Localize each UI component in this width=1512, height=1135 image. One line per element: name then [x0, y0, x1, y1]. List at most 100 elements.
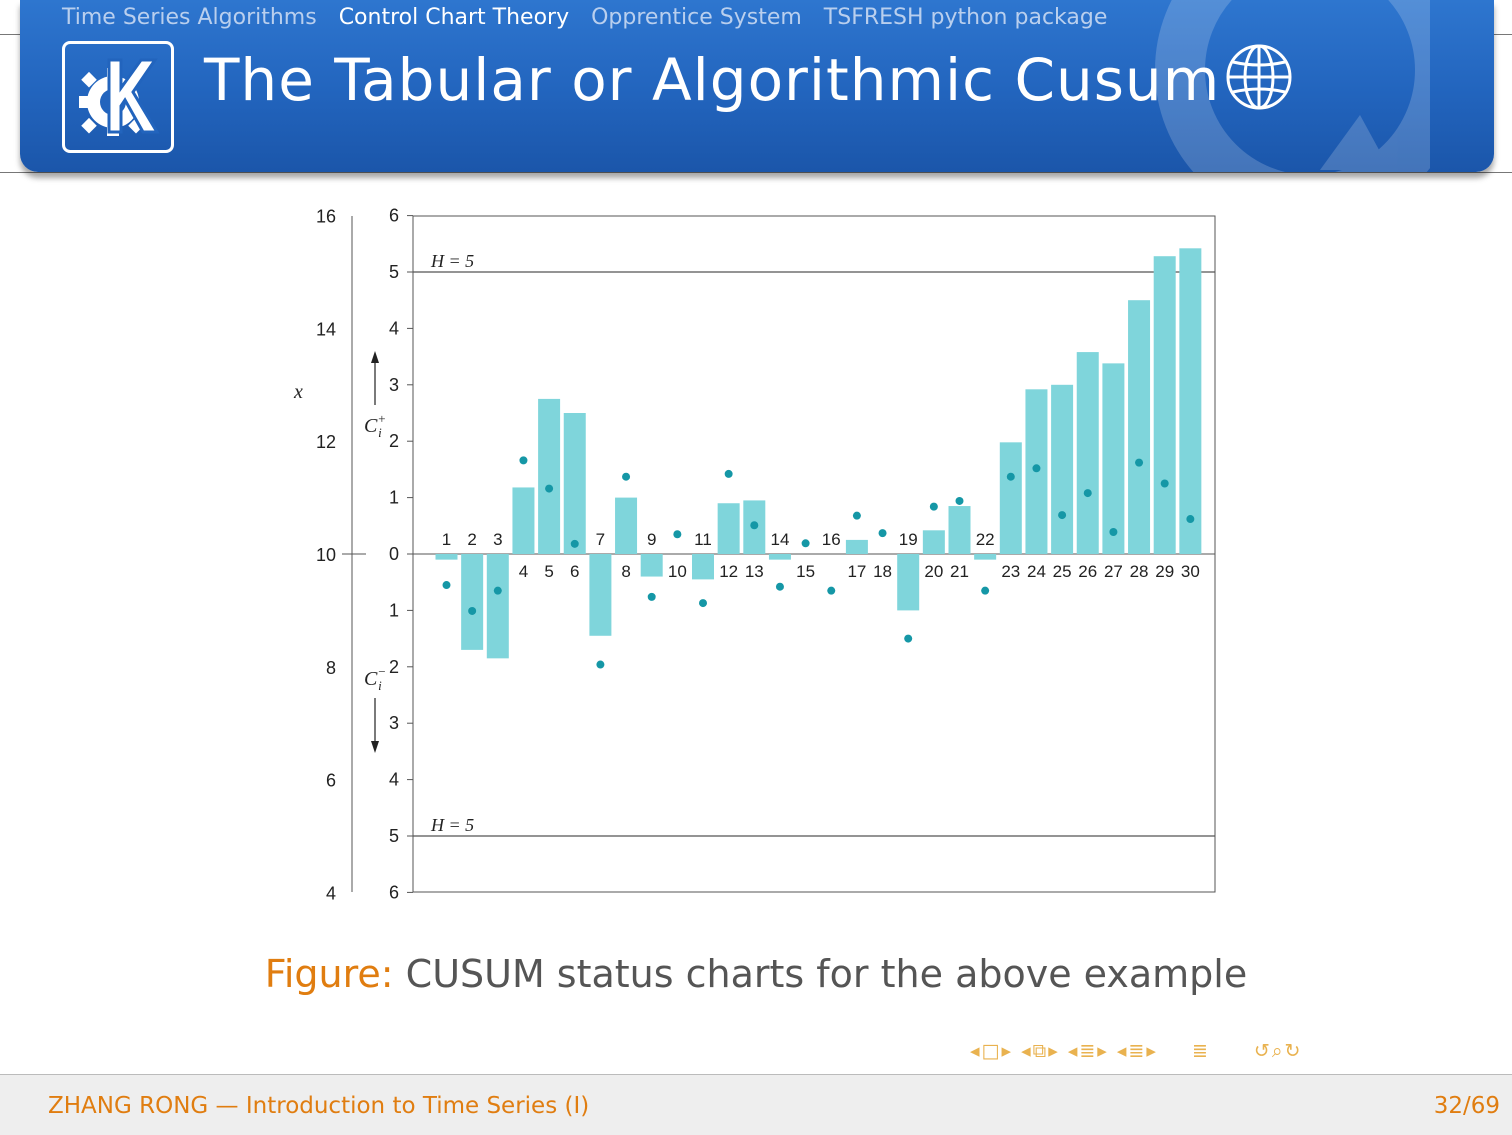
upper-tick-label: 3 — [389, 375, 399, 395]
category-label: 30 — [1181, 562, 1200, 581]
cusum-bar — [692, 554, 714, 580]
upper-h-label: H = 5 — [430, 251, 474, 271]
observation-point — [827, 586, 836, 595]
category-label: 26 — [1078, 562, 1097, 581]
slide-footer: ZHANG RONG — Introduction to Time Series… — [0, 1074, 1512, 1135]
cusum-bar — [1076, 352, 1099, 554]
next-frame-icon[interactable]: ▸ — [1001, 1040, 1014, 1062]
category-label: 22 — [976, 530, 995, 549]
category-label: 1 — [442, 530, 451, 549]
cusum-bar — [974, 554, 997, 560]
category-label: 25 — [1053, 562, 1072, 581]
category-label: 17 — [847, 562, 866, 581]
observation-point — [981, 586, 990, 595]
cusum-bar — [563, 413, 586, 554]
upper-tick-label: 1 — [389, 488, 399, 508]
toc-icon[interactable]: ≣ — [1191, 1040, 1210, 1062]
back-icon[interactable]: ↺ — [1253, 1040, 1272, 1062]
nav-item-opprentice-system[interactable]: Opprentice System — [591, 5, 802, 30]
forward-icon[interactable]: ↻ — [1284, 1040, 1303, 1062]
category-label: 23 — [1001, 562, 1020, 581]
x-tick-label: 12 — [316, 432, 336, 452]
prev-slide-group-icon[interactable]: ◂ — [1116, 1040, 1129, 1062]
prev-subsection-icon[interactable]: ◂ — [1021, 1040, 1033, 1062]
observation-point — [1006, 472, 1015, 481]
category-label: 14 — [770, 530, 789, 549]
category-label: 3 — [493, 530, 502, 549]
kde-logo — [62, 41, 174, 153]
next-slide-group-icon[interactable]: ▸ — [1146, 1040, 1158, 1062]
cusum-bar — [461, 554, 484, 650]
cusum-bar — [640, 554, 663, 577]
search-icon[interactable]: ⌕ — [1271, 1040, 1285, 1062]
observation-point — [852, 511, 861, 520]
observation-point — [519, 456, 528, 465]
observation-point — [468, 606, 477, 615]
slide-group-icon[interactable]: ≣ — [1128, 1040, 1147, 1062]
lower-tick-label: 5 — [389, 826, 399, 846]
footer-author-title: ZHANG RONG — Introduction to Time Series… — [48, 1093, 590, 1119]
observation-point — [1083, 489, 1092, 498]
observation-point — [1058, 511, 1067, 520]
observation-point — [750, 521, 759, 530]
upper-tick-label: 6 — [389, 206, 399, 226]
cusum-bar — [615, 497, 638, 554]
category-label: 10 — [668, 562, 687, 581]
cusum-bar — [768, 554, 791, 560]
observation-point — [1186, 515, 1195, 524]
c-minus-arrow-head — [371, 741, 379, 753]
upper-tick-label: 0 — [389, 544, 399, 564]
kde-gear-k-icon — [79, 58, 160, 136]
x-tick-label: 8 — [326, 658, 336, 678]
observation-point — [493, 586, 502, 595]
globe-icon — [1226, 44, 1292, 110]
subsection-icon[interactable]: ⧉ — [1032, 1040, 1049, 1062]
lower-tick-label: 4 — [389, 770, 399, 790]
cusum-bar — [717, 503, 740, 554]
category-label: 24 — [1027, 562, 1046, 581]
category-label: 27 — [1104, 562, 1123, 581]
cusum-bar — [435, 554, 458, 560]
lower-tick-label: 6 — [389, 882, 399, 902]
cusum-bar — [512, 487, 535, 554]
category-label: 11 — [694, 530, 712, 549]
next-subsection-icon[interactable]: ▸ — [1048, 1040, 1060, 1062]
lower-tick-label: 3 — [389, 713, 399, 733]
nav-item-time-series-algorithms[interactable]: Time Series Algorithms — [62, 5, 317, 30]
section-icon[interactable]: ≣ — [1079, 1040, 1098, 1062]
beamer-navigation: ◂□▸ ◂⧉▸ ◂≣▸ ◂≣▸ ≣ ↺⌕↻ — [970, 1040, 1302, 1062]
x-tick-label: 4 — [326, 883, 336, 903]
prev-frame-icon[interactable]: ◂ — [970, 1040, 982, 1062]
x-tick-label: 10 — [316, 545, 336, 565]
category-label: 13 — [745, 562, 764, 581]
category-label: 16 — [822, 530, 841, 549]
cusum-bar — [1051, 384, 1074, 554]
cusum-bar — [1153, 256, 1176, 554]
observation-point — [545, 484, 554, 493]
nav-item-tsfresh[interactable]: TSFRESH python package — [823, 5, 1108, 30]
cusum-bar — [999, 442, 1022, 554]
category-label: 8 — [621, 562, 630, 581]
cusum-bar — [845, 539, 868, 554]
upper-tick-label: 2 — [389, 431, 399, 451]
next-section-icon[interactable]: ▸ — [1097, 1040, 1109, 1062]
frame-icon[interactable]: □ — [981, 1040, 1002, 1062]
category-label: 12 — [719, 562, 738, 581]
c-minus-axis-label: C− i — [364, 664, 386, 693]
x-axis-label: x — [293, 381, 303, 403]
category-label: 7 — [596, 530, 605, 549]
prev-section-icon[interactable]: ◂ — [1067, 1040, 1080, 1062]
observation-point — [775, 582, 784, 591]
x-tick-label: 14 — [316, 319, 336, 339]
upper-tick-label: 4 — [389, 318, 399, 338]
observation-point — [442, 581, 451, 590]
c-plus-axis-label: C+ i — [364, 411, 386, 440]
category-label: 28 — [1130, 562, 1149, 581]
observation-point — [929, 502, 938, 511]
category-label: 29 — [1155, 562, 1174, 581]
figure-caption-text: CUSUM status charts for the above exampl… — [405, 952, 1248, 996]
category-label: 19 — [899, 530, 918, 549]
category-label: 20 — [924, 562, 943, 581]
nav-item-control-chart-theory[interactable]: Control Chart Theory — [338, 5, 570, 30]
